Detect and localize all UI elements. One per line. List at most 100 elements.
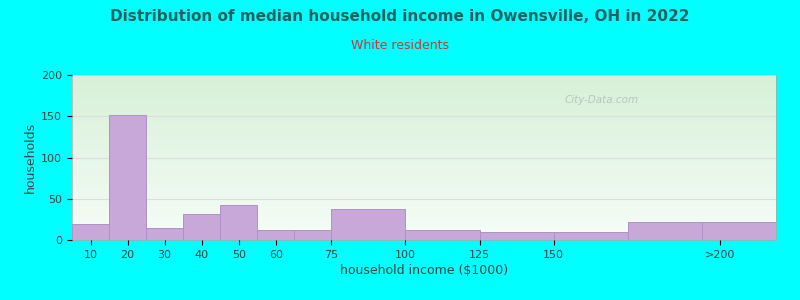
Bar <box>72 192 776 193</box>
Bar <box>146 228 183 240</box>
Bar <box>72 180 776 181</box>
Bar <box>294 230 331 240</box>
Bar <box>72 123 776 124</box>
Bar <box>554 232 628 240</box>
Bar <box>72 157 776 158</box>
Bar <box>109 115 146 240</box>
Bar <box>258 230 294 240</box>
Bar <box>72 212 776 213</box>
Bar <box>72 130 776 131</box>
Bar <box>72 115 776 116</box>
Bar <box>72 168 776 169</box>
Bar <box>72 97 776 98</box>
Bar <box>72 160 776 161</box>
Bar <box>72 95 776 96</box>
Bar <box>220 205 258 240</box>
Bar <box>72 77 776 78</box>
Bar <box>72 107 776 108</box>
Bar <box>72 239 776 240</box>
Bar <box>72 124 776 125</box>
Bar <box>72 138 776 139</box>
Bar <box>72 118 776 119</box>
Bar <box>72 144 776 145</box>
Bar <box>72 128 776 129</box>
Bar <box>72 213 776 214</box>
Bar <box>72 140 776 141</box>
Bar <box>72 110 776 111</box>
Bar <box>72 143 776 144</box>
Bar <box>72 228 776 229</box>
Bar <box>72 85 776 86</box>
Bar <box>72 108 776 109</box>
Bar <box>72 127 776 128</box>
Bar <box>72 214 776 215</box>
Bar <box>72 132 776 133</box>
Text: City-Data.com: City-Data.com <box>565 95 639 105</box>
Bar <box>72 98 776 99</box>
Bar <box>72 178 776 179</box>
Bar <box>72 99 776 100</box>
Bar <box>72 139 776 140</box>
Bar <box>72 220 776 221</box>
Bar <box>72 116 776 117</box>
Bar <box>72 236 776 237</box>
Bar <box>72 120 776 121</box>
Bar <box>72 170 776 171</box>
Bar <box>72 146 776 147</box>
Bar <box>72 119 776 120</box>
Bar <box>72 166 776 167</box>
Text: Distribution of median household income in Owensville, OH in 2022: Distribution of median household income … <box>110 9 690 24</box>
Bar <box>72 230 776 231</box>
Bar <box>72 172 776 173</box>
Bar <box>72 179 776 180</box>
Bar <box>72 105 776 106</box>
Bar <box>72 158 776 159</box>
Bar <box>479 232 554 240</box>
Bar <box>72 233 776 234</box>
Bar <box>72 76 776 77</box>
Bar <box>72 231 776 232</box>
Bar <box>72 235 776 236</box>
Bar <box>72 196 776 197</box>
Bar <box>72 145 776 146</box>
Bar <box>72 103 776 104</box>
Bar <box>72 104 776 105</box>
Bar <box>72 109 776 110</box>
Bar <box>72 167 776 168</box>
Bar <box>72 234 776 235</box>
Bar <box>72 147 776 148</box>
Bar <box>72 217 776 218</box>
Bar <box>72 92 776 93</box>
Bar <box>72 175 776 176</box>
Bar <box>406 230 479 240</box>
Text: White residents: White residents <box>351 39 449 52</box>
Bar <box>72 122 776 123</box>
Bar <box>72 186 776 187</box>
Bar <box>628 222 702 240</box>
Bar <box>72 224 109 240</box>
Bar <box>72 94 776 95</box>
Bar <box>72 152 776 153</box>
Bar <box>702 222 776 240</box>
Bar <box>72 153 776 154</box>
Bar <box>72 229 776 230</box>
Bar <box>72 141 776 142</box>
Bar <box>72 159 776 160</box>
Bar <box>72 207 776 208</box>
Bar <box>72 151 776 152</box>
Bar <box>72 88 776 89</box>
Bar <box>72 182 776 183</box>
Bar <box>72 82 776 83</box>
Bar <box>72 224 776 225</box>
Bar <box>72 148 776 149</box>
Bar <box>72 96 776 97</box>
Bar <box>72 218 776 219</box>
Bar <box>72 81 776 82</box>
Bar <box>72 188 776 189</box>
Bar <box>72 221 776 222</box>
Bar <box>183 214 220 240</box>
X-axis label: household income ($1000): household income ($1000) <box>340 264 508 277</box>
Bar <box>72 189 776 190</box>
Bar <box>72 216 776 217</box>
Bar <box>72 200 776 201</box>
